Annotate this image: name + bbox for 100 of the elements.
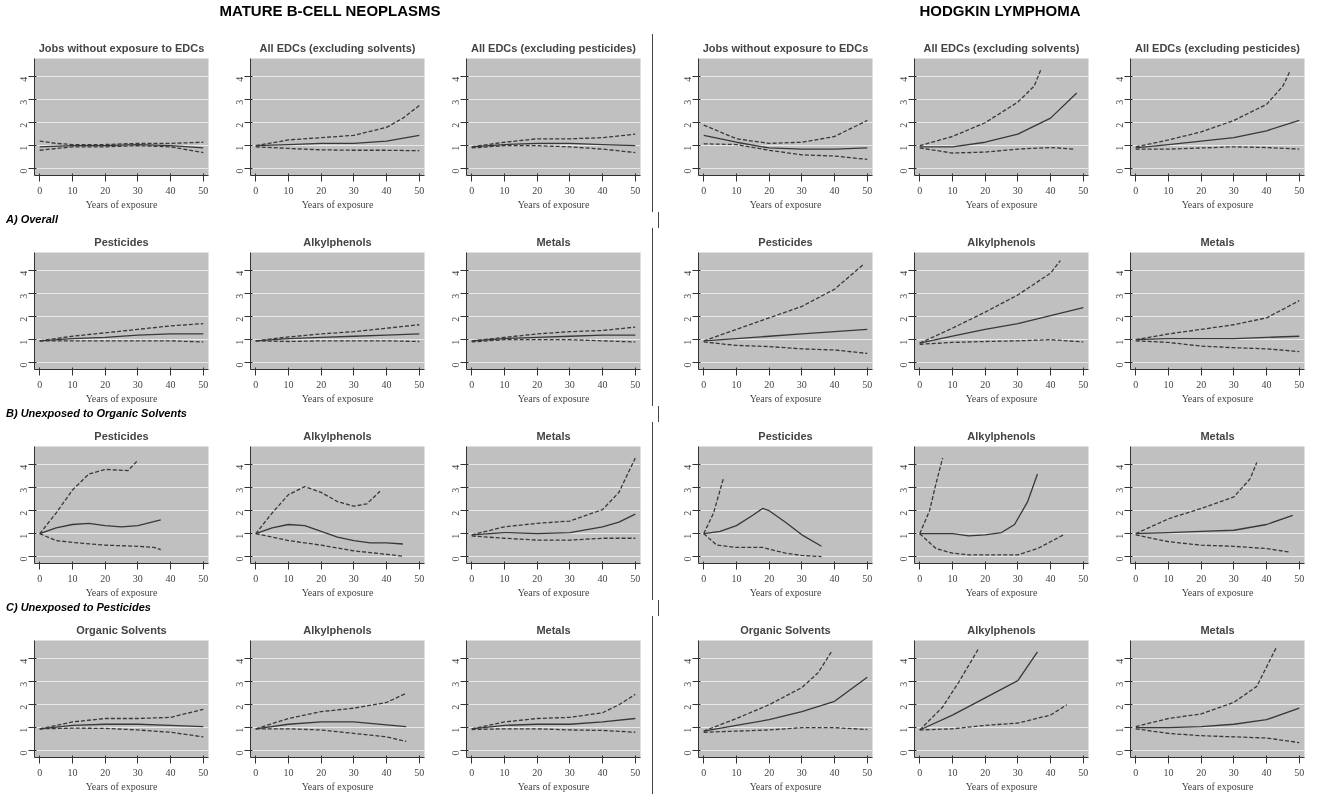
y-tick-label: 3	[1114, 99, 1125, 105]
x-tick-label: 30	[796, 184, 807, 196]
y-tick-label: 1	[898, 145, 909, 151]
x-tick-label: 10	[731, 184, 742, 196]
x-tick-label: 40	[829, 378, 840, 390]
x-axis-title: Years of exposure	[85, 198, 158, 210]
x-tick-label: 40	[597, 572, 608, 584]
text: HODGKIN LYMPHOMA	[919, 1, 1081, 21]
x-tick-label: 20	[764, 184, 775, 196]
x-tick-label: 20	[764, 766, 775, 778]
x-tick-label: 40	[829, 766, 840, 778]
y-tick-label: 4	[450, 464, 461, 470]
x-tick-label: 0	[1133, 184, 1139, 196]
x-tick-label: 30	[1012, 572, 1023, 584]
x-axis-title: Years of exposure	[301, 198, 374, 210]
x-tick-label: 20	[1196, 378, 1207, 390]
x-tick-label: 10	[499, 378, 510, 390]
x-tick-label: 10	[731, 378, 742, 390]
x-tick-label: 50	[414, 378, 425, 390]
x-axis-title: Years of exposure	[749, 780, 822, 792]
y-tick-label: 0	[234, 168, 245, 174]
x-tick-label: 30	[132, 184, 143, 196]
y-tick-label: 1	[682, 533, 693, 539]
x-tick-label: 20	[100, 572, 111, 584]
text: MATURE B-CELL NEOPLASMS	[219, 1, 441, 21]
x-tick-label: 0	[917, 572, 923, 584]
y-tick-label: 2	[234, 704, 245, 710]
x-axis-title: Years of exposure	[517, 780, 590, 792]
y-tick-label: 4	[1114, 464, 1125, 470]
x-tick-label: 40	[1261, 184, 1272, 196]
chart-title: Metals	[1200, 429, 1235, 442]
x-tick-label: 20	[980, 572, 991, 584]
x-tick-label: 10	[67, 184, 78, 196]
y-tick-label: 4	[898, 464, 909, 470]
x-tick-label: 10	[67, 378, 78, 390]
x-tick-label: 40	[1045, 572, 1056, 584]
x-tick-label: 0	[917, 378, 923, 390]
x-tick-label: 40	[165, 378, 176, 390]
x-axis-title: Years of exposure	[965, 780, 1038, 792]
x-tick-label: 0	[469, 572, 475, 584]
y-tick-label: 1	[682, 727, 693, 733]
x-axis-title: Years of exposure	[517, 198, 590, 210]
chart-title: Metals	[1200, 235, 1235, 248]
y-tick-label: 0	[450, 750, 461, 756]
x-axis-title: Years of exposure	[749, 198, 822, 210]
y-tick-label: 2	[1114, 316, 1125, 322]
y-tick-label: 3	[450, 99, 461, 105]
x-tick-label: 10	[499, 766, 510, 778]
y-tick-label: 1	[1114, 145, 1125, 151]
x-tick-label: 0	[37, 378, 43, 390]
y-tick-label: 4	[898, 658, 909, 664]
chart-title: Alkylphenols	[967, 623, 1036, 636]
x-axis-title: Years of exposure	[965, 392, 1038, 404]
x-tick-label: 50	[414, 572, 425, 584]
y-tick-label: 0	[234, 362, 245, 368]
x-tick-label: 0	[917, 184, 923, 196]
y-tick-label: 0	[1114, 168, 1125, 174]
x-axis-title: Years of exposure	[749, 586, 822, 598]
y-tick-label: 3	[682, 487, 693, 493]
x-tick-label: 30	[564, 184, 575, 196]
x-tick-label: 10	[1163, 572, 1174, 584]
x-tick-label: 20	[532, 572, 543, 584]
x-tick-label: 0	[469, 378, 475, 390]
y-tick-label: 0	[1114, 750, 1125, 756]
x-tick-label: 10	[283, 184, 294, 196]
x-tick-label: 50	[630, 378, 641, 390]
y-tick-label: 0	[682, 556, 693, 562]
x-tick-label: 20	[980, 184, 991, 196]
chart-title: Pesticides	[758, 429, 813, 442]
x-tick-label: 50	[1294, 766, 1305, 778]
x-axis-title: Years of exposure	[965, 586, 1038, 598]
y-tick-label: 1	[898, 339, 909, 345]
x-tick-label: 30	[796, 378, 807, 390]
y-tick-label: 2	[234, 122, 245, 128]
y-tick-label: 4	[450, 270, 461, 276]
y-tick-label: 2	[234, 316, 245, 322]
y-tick-label: 1	[898, 533, 909, 539]
y-tick-label: 1	[450, 533, 461, 539]
x-tick-label: 40	[165, 184, 176, 196]
y-tick-label: 4	[18, 464, 29, 470]
x-tick-label: 40	[597, 766, 608, 778]
chart-title: All EDCs (excluding solvents)	[259, 41, 416, 54]
y-tick-label: 2	[898, 122, 909, 128]
x-tick-label: 40	[165, 572, 176, 584]
y-tick-label: 4	[18, 76, 29, 82]
y-tick-label: 2	[234, 510, 245, 516]
x-tick-label: 0	[37, 766, 43, 778]
x-tick-label: 0	[253, 184, 259, 196]
chart-title: Jobs without exposure to EDCs	[38, 41, 205, 54]
x-tick-label: 40	[829, 572, 840, 584]
x-tick-label: 50	[1294, 378, 1305, 390]
y-tick-label: 1	[1114, 339, 1125, 345]
chart-title: Alkylphenols	[967, 235, 1036, 248]
y-tick-label: 4	[234, 464, 245, 470]
y-tick-label: 1	[682, 145, 693, 151]
x-axis-title: Years of exposure	[1181, 780, 1254, 792]
x-tick-label: 30	[132, 572, 143, 584]
y-tick-label: 3	[898, 293, 909, 299]
text: C) Unexposed to Pesticides	[6, 600, 151, 615]
y-tick-label: 1	[234, 727, 245, 733]
